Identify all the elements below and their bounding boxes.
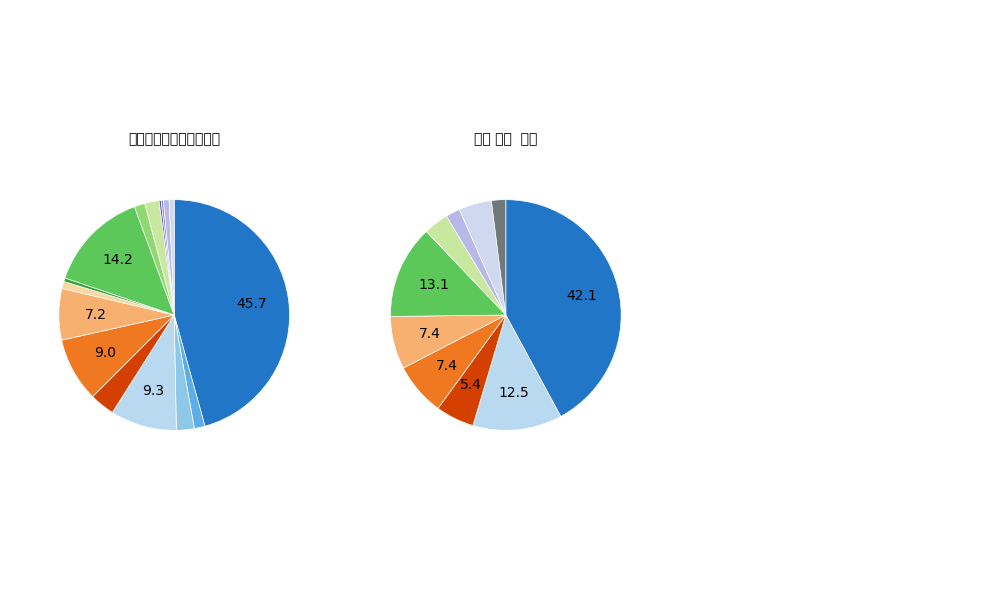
Wedge shape (174, 315, 194, 430)
Wedge shape (390, 315, 506, 368)
Wedge shape (145, 200, 174, 315)
Text: 9.0: 9.0 (94, 346, 116, 360)
Wedge shape (65, 207, 174, 315)
Text: 12.5: 12.5 (499, 386, 529, 400)
Wedge shape (64, 278, 174, 315)
Wedge shape (174, 200, 290, 426)
Text: 14.2: 14.2 (103, 253, 133, 267)
Wedge shape (59, 289, 174, 340)
Wedge shape (62, 315, 174, 397)
Wedge shape (446, 209, 506, 315)
Text: 45.7: 45.7 (237, 298, 267, 311)
Wedge shape (112, 315, 176, 430)
Wedge shape (491, 200, 506, 315)
Title: パ・リーグ全プレイヤー: パ・リーグ全プレイヤー (128, 132, 220, 146)
Text: 7.2: 7.2 (85, 308, 107, 322)
Wedge shape (438, 315, 506, 425)
Wedge shape (93, 315, 174, 412)
Wedge shape (169, 200, 174, 315)
Wedge shape (426, 216, 506, 315)
Text: 5.4: 5.4 (460, 379, 482, 392)
Wedge shape (62, 281, 174, 315)
Wedge shape (134, 203, 174, 315)
Wedge shape (390, 232, 506, 316)
Text: 7.4: 7.4 (435, 359, 457, 373)
Wedge shape (161, 200, 174, 315)
Wedge shape (506, 200, 621, 416)
Wedge shape (159, 200, 174, 315)
Text: 42.1: 42.1 (566, 289, 597, 303)
Wedge shape (403, 315, 506, 409)
Text: 7.4: 7.4 (419, 327, 441, 341)
Text: 9.3: 9.3 (142, 383, 164, 398)
Wedge shape (174, 315, 205, 428)
Wedge shape (459, 200, 506, 315)
Wedge shape (163, 200, 174, 315)
Text: 13.1: 13.1 (418, 278, 449, 292)
Wedge shape (473, 315, 561, 430)
Title: 鈴木 大地  選手: 鈴木 大地 選手 (474, 132, 538, 146)
